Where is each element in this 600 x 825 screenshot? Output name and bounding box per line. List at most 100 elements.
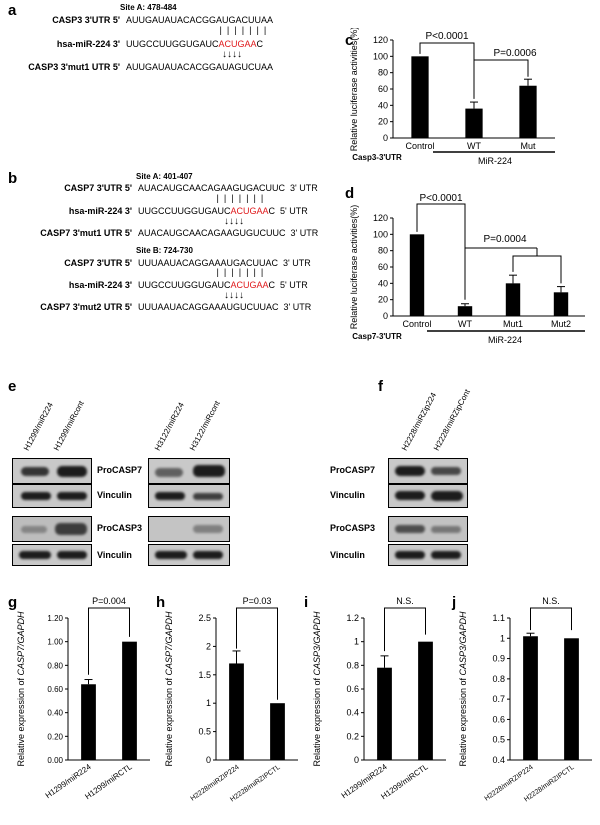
y-axis-label: Relative luciferase activities(%)	[349, 205, 359, 330]
sig-bracket	[464, 247, 537, 300]
x-tick-label: WT	[467, 141, 481, 151]
p-value: P=0.03	[243, 596, 272, 606]
x-tick-label: Control	[402, 319, 431, 329]
y-tick-label: 0.8	[346, 660, 359, 670]
panel-letter-b: b	[8, 170, 18, 187]
bar-Control	[409, 234, 425, 316]
y-tick-label: 0	[383, 133, 388, 143]
bar-H1299/miR224	[81, 684, 96, 760]
y-tick-label: 1.5	[198, 670, 211, 680]
y-tick-label: 0.6	[492, 714, 505, 724]
y-tick-label: 0.2	[346, 731, 359, 741]
bar-Mut	[519, 85, 537, 138]
panel-letter-a: a	[8, 2, 17, 19]
bar-Mut1	[505, 283, 521, 316]
blot-label-procasp3: ProCASP3	[330, 523, 376, 533]
row-label: Casp3-3'UTR	[352, 153, 402, 162]
blot-vinculin-right-2	[148, 544, 230, 566]
y-tick-label: 120	[373, 213, 388, 223]
p-value: P<0.0001	[425, 31, 469, 42]
blot-label-vinculin: Vinculin	[330, 550, 365, 560]
bar-H2228/miRZIP224	[523, 636, 538, 760]
sig-bracket	[88, 607, 130, 675]
panel-letter-g: g	[8, 594, 18, 611]
y-axis-label-gene: CASP7/GAPDH	[164, 611, 174, 676]
p-value: P<0.0001	[419, 193, 463, 204]
seq-label: CASP7 3'UTR 5'	[64, 258, 132, 268]
seq-label: CASP3 3'mut1 UTR 5'	[28, 62, 120, 72]
group-label: MiR-224	[488, 335, 522, 345]
blot-procasp7-f	[388, 458, 468, 484]
y-axis-label: Relative expression of CASP7/GAPDH	[164, 611, 174, 767]
mutation-arrows: ↓↓↓↓	[222, 49, 242, 60]
y-tick-label: 80	[378, 68, 388, 78]
y-tick-label: 0.00	[47, 756, 63, 765]
y-tick-label: 0	[383, 311, 388, 321]
sig-bracket	[473, 59, 529, 99]
lane-label: H3122/miRcont	[188, 399, 222, 453]
p-value: N.S.	[542, 596, 560, 606]
x-tick-label: Mut2	[551, 319, 571, 329]
y-tick-label: 1.1	[492, 613, 505, 623]
group-label: MiR-224	[478, 156, 512, 166]
y-tick-label: 1	[206, 698, 211, 708]
chart-j: 0.4 0.5 0.6 0.7 0.8 0.9 1 1.1 Relative expressio…	[458, 596, 592, 804]
blot-label-vinculin: Vinculin	[330, 490, 365, 500]
y-axis-label-gene: CASP3/GAPDH	[458, 611, 468, 676]
y-tick-label: 1.2	[346, 613, 359, 623]
y-axis-label-part: Relative expression of	[458, 675, 468, 766]
pairing-bars: |||||||	[215, 194, 267, 204]
seq-label: CASP3 3'UTR 5'	[52, 15, 120, 25]
y-tick-label: 1.00	[47, 638, 63, 647]
p-value: P=0.0006	[493, 48, 537, 59]
blot-vinculin-f-2	[388, 544, 468, 566]
seq-casp7-utr: AUACAUGCAACAGAAGUGACUUC 3' UTR	[138, 183, 318, 193]
sig-bracket	[512, 255, 562, 284]
blot-vinculin-left-2	[12, 544, 92, 566]
y-axis-label-part: Relative expression of	[312, 675, 322, 766]
y-axis-label-gene: CASP3/GAPDH	[312, 611, 322, 676]
bar-WT	[457, 306, 473, 316]
y-tick-label: 0.8	[492, 674, 505, 684]
seq-label: hsa-miR-224 3'	[68, 280, 132, 290]
y-tick-label: 40	[378, 278, 388, 288]
panel-letter-c: c	[345, 32, 354, 49]
y-tick-label: 0.9	[492, 654, 505, 664]
y-tick-label: 60	[378, 262, 388, 272]
blot-procasp3-right	[148, 516, 230, 542]
y-tick-label: 40	[378, 100, 388, 110]
lane-label: H1299/miR224	[22, 400, 56, 453]
mutation-arrows: ↓↓↓↓	[224, 290, 244, 301]
p-value: N.S.	[396, 596, 414, 606]
blot-label-procasp7: ProCASP7	[97, 465, 143, 475]
seq-label: hsa-miR-224 3'	[56, 39, 120, 49]
site-a-label: Site A: 401-407	[136, 172, 193, 181]
panel-letter-h: h	[156, 594, 166, 611]
chart-i: 0 0.2 0.4 0.6 0.8 1 1.2 Relative expression of …	[312, 596, 446, 801]
lane-label: H2228/miRZip224	[400, 391, 439, 453]
bar-H1299/miR224	[377, 667, 392, 760]
panel-letter-f: f	[378, 378, 383, 395]
y-tick-label: 2	[206, 641, 211, 651]
seq-casp7-mut1: AUACAUGCAACAGAAGUGUCUUC 3' UTR	[138, 228, 319, 238]
pairing-bars: |||||||	[215, 268, 267, 278]
panel-letter-i: i	[304, 594, 309, 611]
panel-letter-d: d	[345, 185, 355, 202]
bar-Control	[411, 56, 429, 138]
site-b-label: Site B: 724-730	[136, 246, 193, 255]
x-tick-label: Mut	[520, 141, 536, 151]
blot-label-vinculin: Vinculin	[97, 490, 132, 500]
y-tick-label: 0.40	[47, 709, 63, 718]
y-axis-label: Relative expression of CASP3/GAPDH	[312, 611, 322, 767]
y-tick-label: 0.20	[47, 732, 63, 741]
y-tick-label: 0.6	[346, 684, 359, 694]
y-axis-label: Relative expression of CASP3/GAPDH	[458, 611, 468, 767]
bar-WT	[465, 108, 483, 138]
blot-label-procasp3: ProCASP3	[97, 523, 143, 533]
site-a-label: Site A: 478-484	[120, 3, 177, 12]
panel-letter-j: j	[452, 594, 457, 611]
sig-bracket	[530, 607, 572, 631]
y-tick-label: 0.7	[492, 694, 505, 704]
seq-casp7-utr-b: UUUAAUACAGGAAAUGACUUAC 3' UTR	[138, 258, 311, 268]
x-tick-label: Control	[405, 141, 434, 151]
